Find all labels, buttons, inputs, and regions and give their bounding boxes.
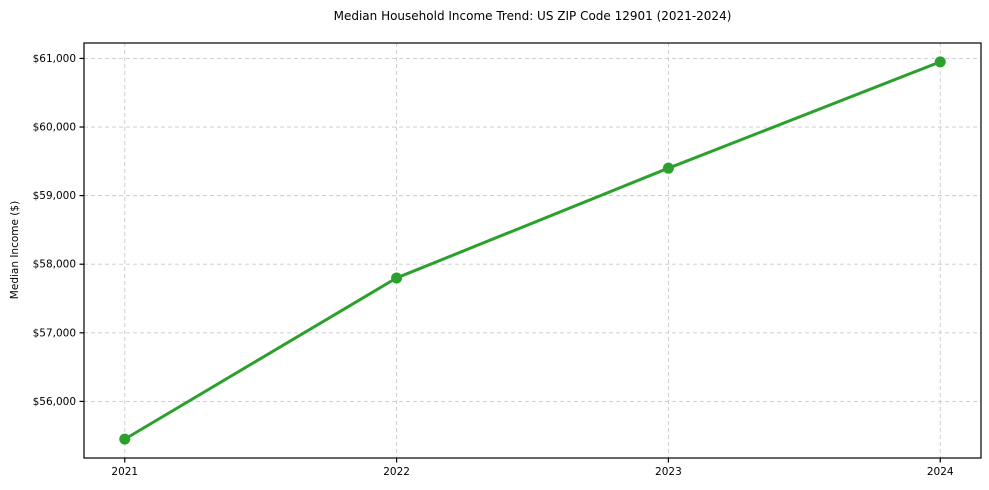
x-tick-label: 2022: [383, 466, 410, 478]
data-point-marker: [119, 433, 131, 445]
y-tick-label: $58,000: [33, 259, 76, 271]
data-point-marker: [934, 56, 946, 68]
chart-title: Median Household Income Trend: US ZIP Co…: [333, 9, 732, 23]
x-tick-label: 2021: [111, 466, 138, 478]
y-tick-label: $56,000: [33, 396, 76, 408]
x-tick-label: 2024: [927, 466, 954, 478]
x-tick-label: 2023: [655, 466, 682, 478]
data-point-marker: [391, 272, 403, 284]
y-tick-label: $57,000: [33, 327, 76, 339]
income-trend-line: [123, 60, 942, 441]
y-tick-label: $61,000: [33, 53, 76, 65]
y-tick-label: $60,000: [33, 122, 76, 134]
plot-border: [83, 42, 982, 459]
data-point-marker: [662, 162, 674, 174]
y-tick-label: $59,000: [33, 190, 76, 202]
